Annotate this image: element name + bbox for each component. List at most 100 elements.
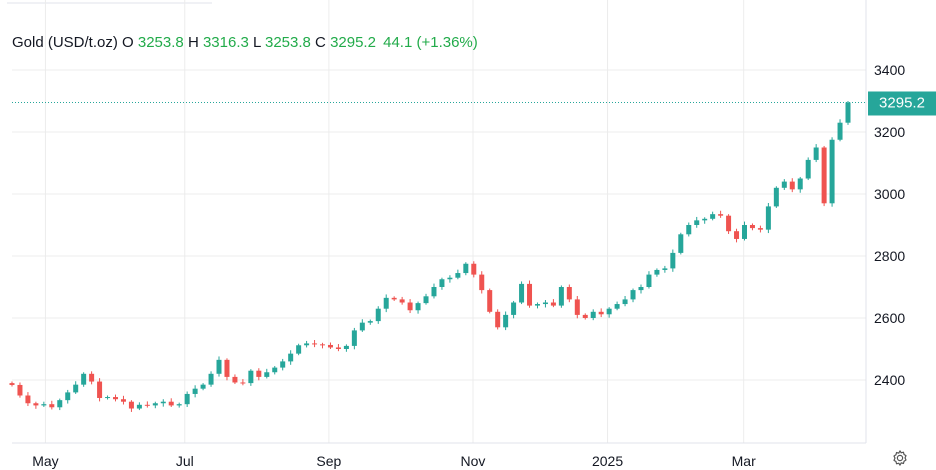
candle	[57, 398, 63, 411]
candle-body	[471, 263, 477, 275]
last-price-badge	[868, 91, 936, 116]
gear-icon[interactable]	[891, 449, 909, 467]
candle-body	[749, 225, 755, 229]
x-axis[interactable]: May Jul Sep Nov 2025 Mar	[32, 453, 756, 469]
x-tick-label: Nov	[461, 453, 486, 469]
candle	[622, 295, 628, 307]
candle-body	[447, 277, 453, 280]
y-tick-label: 3200	[874, 124, 905, 140]
grid	[12, 0, 867, 444]
candle-body	[487, 290, 493, 312]
candle	[630, 288, 636, 303]
candle-body	[113, 397, 119, 400]
candle-body	[622, 299, 628, 305]
candle-body	[25, 395, 31, 404]
candle	[280, 358, 286, 371]
candle-body	[654, 269, 660, 275]
candle	[367, 319, 373, 325]
candle	[813, 144, 819, 163]
change-value: 44.1 (+1.36%)	[383, 34, 478, 51]
candle	[471, 261, 477, 278]
x-tick-label: Sep	[316, 453, 341, 469]
symbol-name: Gold (USD/t.oz)	[12, 34, 118, 51]
candle	[113, 394, 119, 402]
candle	[765, 202, 771, 234]
candle	[781, 179, 787, 190]
candle	[184, 391, 190, 407]
candle-body	[9, 383, 15, 385]
candle-body	[57, 400, 63, 408]
candle	[726, 214, 732, 234]
candle-body	[734, 231, 740, 239]
open-label: O	[122, 34, 134, 51]
candle	[566, 284, 572, 303]
candle	[542, 300, 548, 308]
candle	[359, 319, 365, 332]
candle-body	[375, 308, 381, 322]
candle	[375, 306, 381, 324]
x-tick-label: May	[32, 453, 58, 469]
candle	[264, 368, 270, 379]
candle-body	[606, 308, 612, 315]
candle	[519, 281, 525, 305]
candle-body	[65, 392, 71, 401]
candle-body	[176, 404, 182, 406]
x-tick-label: 2025	[592, 453, 623, 469]
candle-body	[312, 343, 318, 345]
candle	[25, 392, 31, 407]
candle-body	[232, 376, 238, 383]
candle	[224, 358, 230, 381]
candle	[272, 366, 278, 375]
candle-body	[152, 403, 158, 406]
candle-body	[343, 345, 349, 349]
candle-body	[192, 388, 198, 394]
candle	[574, 295, 580, 319]
candle-body	[41, 404, 47, 406]
candle-body	[511, 302, 517, 315]
candle	[829, 137, 835, 207]
candle-body	[296, 345, 302, 354]
candle-body	[829, 139, 835, 204]
candle-body	[224, 359, 230, 377]
candle	[240, 379, 246, 386]
candle	[320, 342, 326, 349]
candle-body	[407, 302, 413, 311]
candles	[9, 100, 851, 412]
candle	[789, 178, 795, 193]
candle	[710, 211, 716, 221]
candle-body	[81, 373, 87, 385]
candle-body	[105, 397, 111, 399]
candle	[248, 369, 254, 386]
candle-body	[280, 361, 286, 368]
candle	[431, 283, 437, 299]
candle-body	[527, 283, 533, 306]
candle	[550, 299, 556, 308]
candle	[407, 299, 413, 314]
candle	[105, 395, 111, 400]
ohlc-legend: Gold (USD/t.oz) O 3253.8 H 3316.3 L 3253…	[12, 34, 478, 51]
candle-body	[479, 274, 485, 291]
candle-body	[33, 403, 39, 406]
candle-body	[503, 314, 509, 328]
y-tick-label: 2400	[874, 372, 905, 388]
candle-body	[789, 181, 795, 190]
y-tick-label: 3000	[874, 186, 905, 202]
candle-body	[272, 367, 278, 373]
candle	[120, 395, 126, 405]
candle-body	[670, 252, 676, 269]
candle	[678, 232, 684, 255]
y-tick-label: 3400	[874, 62, 905, 78]
candle-body	[630, 290, 636, 300]
low-value: 3253.8	[264, 34, 311, 51]
candle-body	[383, 297, 389, 309]
candle-body	[805, 159, 811, 179]
candle-body	[288, 353, 294, 362]
candle	[670, 249, 676, 272]
candle	[399, 296, 405, 305]
candle	[805, 157, 811, 181]
y-axis[interactable]: 2400 2600 2800 3000 3200 3400	[874, 62, 905, 388]
candle-body	[678, 234, 684, 253]
candle	[638, 284, 644, 294]
candle-body	[781, 181, 787, 188]
